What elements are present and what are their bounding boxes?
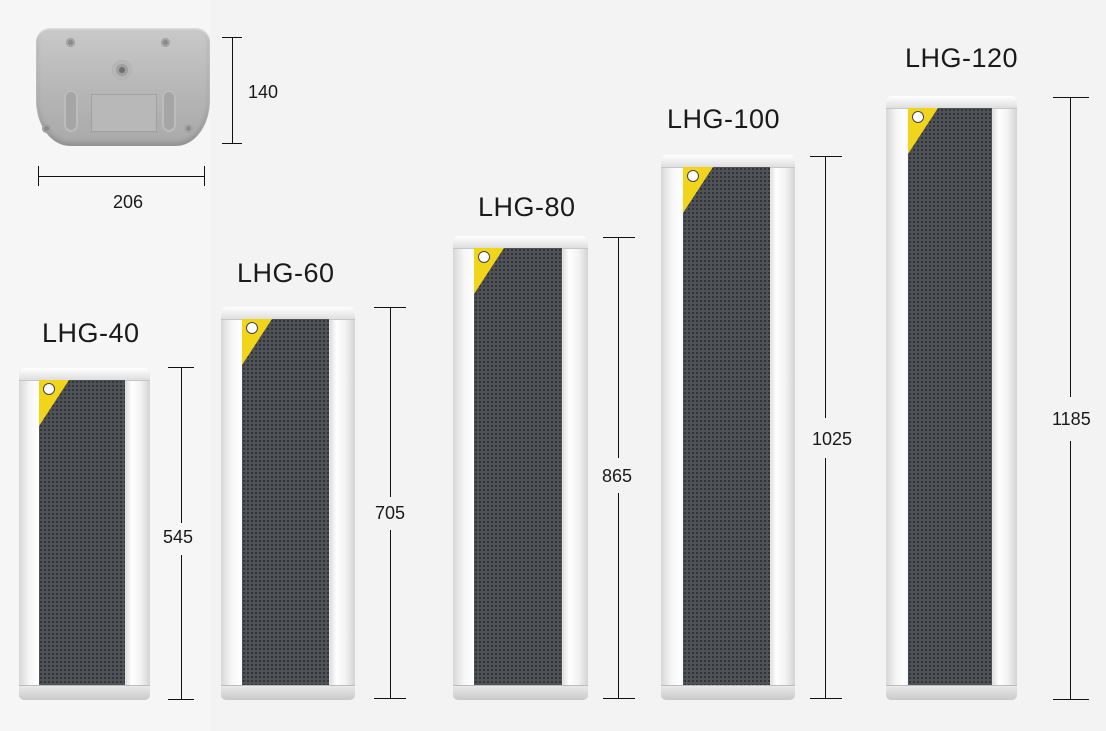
speaker-grille bbox=[908, 108, 992, 686]
dim-tick bbox=[204, 166, 205, 186]
height-label-lhg-100: 1025 bbox=[812, 429, 853, 449]
mount-slot bbox=[162, 90, 176, 132]
speaker-lhg-80 bbox=[453, 236, 588, 700]
dim-tick bbox=[222, 143, 242, 144]
height-line-lhg-100 bbox=[825, 156, 826, 418]
speaker-lhg-120 bbox=[886, 96, 1017, 700]
height-line-lhg-40 bbox=[181, 367, 182, 523]
brand-logo-icon bbox=[912, 111, 924, 123]
mount-hole bbox=[112, 60, 132, 80]
height-line-lhg-100 bbox=[825, 458, 826, 698]
height-line-lhg-120 bbox=[1070, 441, 1071, 699]
dim-tick bbox=[168, 699, 194, 700]
speaker-grille bbox=[474, 248, 562, 686]
height-line-lhg-60 bbox=[390, 307, 391, 497]
speaker-grille bbox=[683, 167, 770, 686]
base-width-label: 206 bbox=[113, 192, 144, 212]
model-label-lhg-100: LHG-100 bbox=[667, 104, 781, 134]
brand-logo-icon bbox=[687, 170, 699, 182]
height-label-lhg-40: 545 bbox=[163, 527, 194, 547]
base-width-line bbox=[38, 176, 204, 177]
speaker-lhg-60 bbox=[221, 307, 355, 700]
screw bbox=[66, 38, 75, 47]
label-recess bbox=[91, 94, 157, 132]
mount-slot bbox=[64, 90, 78, 132]
speaker-grille bbox=[39, 380, 125, 686]
dim-tick bbox=[374, 698, 406, 699]
screw bbox=[161, 38, 170, 47]
height-label-lhg-120: 1185 bbox=[1052, 409, 1091, 429]
screw bbox=[184, 124, 193, 133]
height-line-lhg-80 bbox=[618, 493, 619, 698]
dim-tick bbox=[1053, 699, 1089, 700]
model-label-lhg-60: LHG-60 bbox=[237, 258, 335, 288]
height-line-lhg-80 bbox=[618, 237, 619, 458]
speaker-grille bbox=[242, 319, 329, 686]
dim-tick bbox=[603, 237, 635, 238]
dim-tick bbox=[1053, 97, 1089, 98]
brand-logo-icon bbox=[246, 322, 258, 334]
dim-tick bbox=[603, 698, 635, 699]
base-height-line bbox=[232, 37, 233, 143]
height-line-lhg-60 bbox=[390, 530, 391, 698]
height-label-lhg-60: 705 bbox=[375, 503, 406, 523]
base-plate-image bbox=[36, 28, 210, 146]
speaker-lhg-100 bbox=[661, 155, 795, 700]
dim-tick bbox=[810, 698, 842, 699]
model-label-lhg-120: LHG-120 bbox=[905, 43, 1019, 73]
model-label-lhg-80: LHG-80 bbox=[478, 192, 576, 222]
height-label-lhg-80: 865 bbox=[602, 466, 633, 486]
brand-logo-icon bbox=[478, 251, 490, 263]
speaker-lhg-40 bbox=[19, 368, 150, 700]
height-line-lhg-40 bbox=[181, 555, 182, 699]
dim-tick bbox=[810, 156, 842, 157]
screw bbox=[42, 124, 51, 133]
height-line-lhg-120 bbox=[1070, 97, 1071, 397]
brand-logo-icon bbox=[43, 383, 55, 395]
model-label-lhg-40: LHG-40 bbox=[42, 318, 140, 348]
base-height-label: 140 bbox=[248, 82, 279, 102]
